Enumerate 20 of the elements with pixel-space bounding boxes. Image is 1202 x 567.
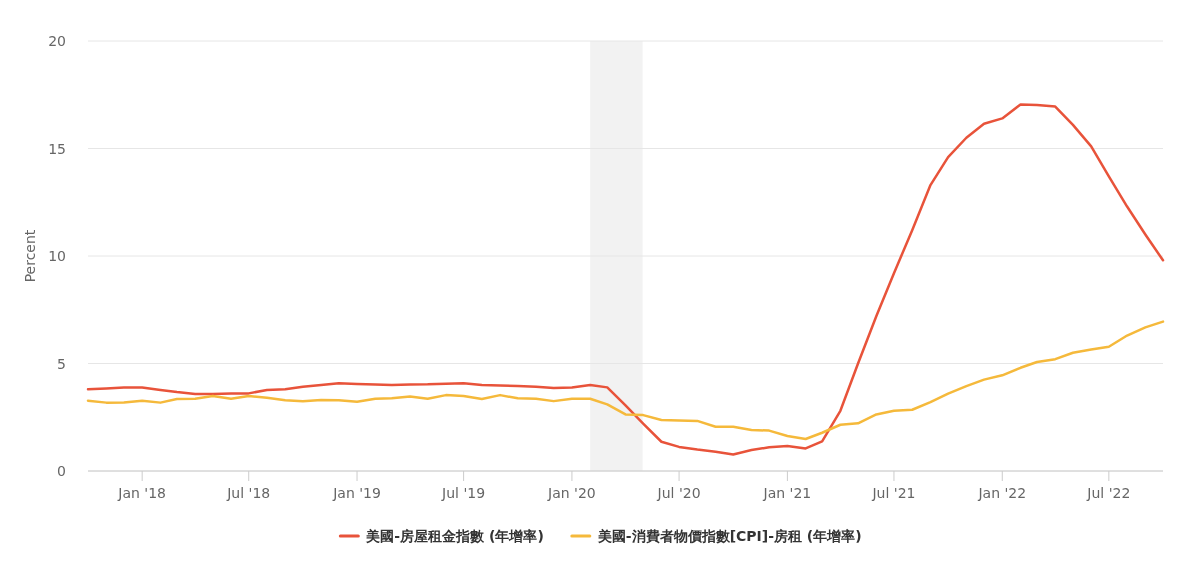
y-axis-title: Percent [22, 229, 38, 283]
y-tick-label: 10 [48, 248, 66, 264]
x-tick-label: Jan '20 [547, 485, 596, 501]
x-tick-label: Jan '18 [117, 485, 167, 501]
line-series [86, 103, 1165, 456]
y-tick-label: 20 [48, 33, 66, 49]
legend-label: 美國-房屋租金指數 (年增率) [365, 528, 544, 544]
x-tick-label: Jan '22 [977, 485, 1027, 501]
x-tick-label: Jan '19 [332, 485, 381, 501]
x-tick-label: Jul '22 [1086, 485, 1131, 501]
y-tick-label: 5 [57, 355, 66, 372]
y-tick-label: 15 [48, 140, 66, 157]
x-tick-label: Jan '21 [762, 485, 812, 501]
legend-label: 美國-消費者物價指數[CPI]-房租 (年增率) [596, 528, 862, 544]
x-tick-label: Jul '19 [441, 485, 486, 501]
line-series [86, 320, 1165, 441]
x-tick-label: Jul '21 [871, 485, 916, 501]
x-tick-label: Jul '20 [656, 485, 701, 501]
y-tick-label: 0 [57, 463, 66, 479]
x-tick-label: Jul '18 [226, 485, 271, 501]
